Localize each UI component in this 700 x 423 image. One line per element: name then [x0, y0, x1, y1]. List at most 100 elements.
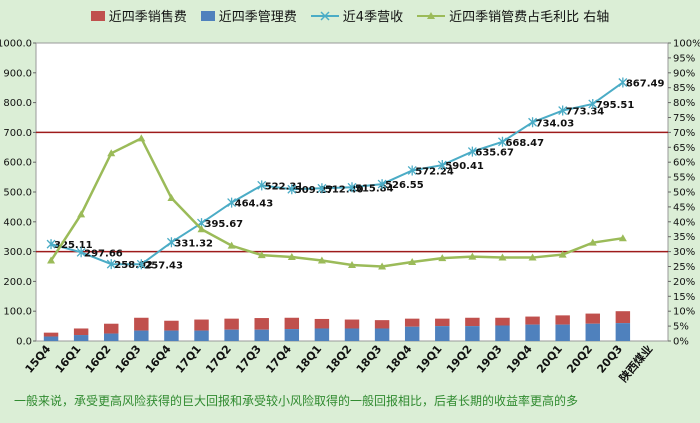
- y2-tick-label: 20%: [673, 277, 695, 288]
- revenue-point: [287, 184, 297, 195]
- y2-tick-label: 80%: [673, 98, 695, 109]
- ratio-point: [528, 253, 537, 261]
- ratio-point: [137, 134, 146, 142]
- bar-admin: [495, 325, 510, 341]
- bar-admin: [134, 330, 149, 341]
- bar-admin: [73, 335, 89, 341]
- y2-tick-label: 15%: [673, 292, 695, 303]
- revenue-point: [588, 98, 598, 109]
- revenue-point: [528, 117, 538, 128]
- y-tick-label: 200.0: [3, 277, 32, 288]
- y2-tick-label: 45%: [673, 202, 695, 213]
- bar-admin: [404, 326, 420, 341]
- ratio-point: [257, 251, 266, 259]
- bar-sales: [374, 320, 390, 329]
- x-tick-label: 19Q3: [474, 343, 505, 376]
- x-tick-label: 18Q3: [354, 343, 385, 376]
- bar-sales: [164, 320, 179, 331]
- bar-sales: [104, 323, 119, 334]
- y2-tick-label: 35%: [673, 232, 695, 243]
- bar-sales: [525, 316, 540, 325]
- y2-tick-label: 100%: [673, 39, 700, 50]
- revenue-data-label: 635.67: [475, 148, 514, 159]
- bar-admin: [374, 328, 390, 341]
- revenue-data-label: 867.49: [626, 78, 665, 89]
- ratio-point: [197, 225, 206, 233]
- bar-admin: [344, 328, 360, 341]
- y2-tick-label: 60%: [673, 158, 695, 169]
- revenue-data-label: 795.51: [596, 100, 635, 111]
- legend-label-sales: 近四季销售费: [108, 10, 187, 25]
- bar-admin: [314, 328, 330, 341]
- ratio-point: [408, 258, 417, 266]
- ratio-point: [287, 252, 296, 260]
- bar-admin: [585, 323, 600, 341]
- bar-admin: [254, 329, 269, 341]
- bar-sales: [344, 319, 360, 329]
- y2-tick-label: 65%: [673, 143, 695, 154]
- y2-tick-label: 95%: [673, 53, 695, 64]
- ratio-point: [438, 254, 447, 262]
- legend-item-expense-ratio: 近四季销管费占毛利比 右轴: [417, 6, 609, 25]
- revenue-point: [257, 180, 267, 191]
- revenue-point: [227, 197, 237, 208]
- revenue-data-label: 464.43: [235, 199, 274, 210]
- ratio-point: [468, 252, 477, 260]
- x-tick-label: 18Q4: [384, 342, 415, 375]
- bar-sales: [254, 318, 269, 330]
- bar-sales: [73, 328, 89, 336]
- bar-sales: [224, 318, 239, 330]
- y2-tick-label: 90%: [673, 68, 695, 79]
- ratio-point: [348, 261, 356, 269]
- ratio-point: [558, 250, 567, 258]
- y-tick-label: 400.0: [3, 217, 32, 228]
- revenue-point: [106, 259, 116, 270]
- x-tick-label: 17Q3: [233, 343, 264, 376]
- revenue-point: [76, 247, 86, 258]
- x-tick-label: 16Q2: [83, 343, 114, 376]
- revenue-point: [166, 237, 176, 248]
- legend-label-admin: 近四季管理费: [218, 10, 297, 25]
- x-tick-label: 19Q4: [504, 342, 535, 375]
- revenue-point: [46, 239, 56, 250]
- ratio-point: [498, 253, 507, 261]
- x-tick-label: 17Q4: [263, 342, 294, 375]
- x-tick-label: 18Q1: [293, 343, 324, 376]
- x-tick-label: 陕西煤业: [616, 342, 655, 385]
- bar-sales: [43, 332, 59, 337]
- revenue-data-label: 325.11: [54, 240, 93, 251]
- ratio-point: [317, 256, 326, 264]
- y-tick-label: 900.0: [3, 68, 32, 79]
- revenue-point: [467, 146, 477, 157]
- x-tick-label: 19Q2: [444, 343, 475, 376]
- bar-sales: [495, 317, 510, 326]
- bar-admin: [284, 329, 300, 341]
- bar-sales: [194, 319, 209, 331]
- y-tick-label: 600.0: [3, 158, 32, 169]
- revenue-data-label: 509.27: [295, 185, 334, 196]
- legend-swatch-revenue: [310, 10, 339, 21]
- bar-admin: [465, 326, 480, 341]
- revenue-data-label: 526.55: [385, 180, 424, 191]
- ratio-point: [227, 241, 236, 249]
- revenue-point: [136, 259, 146, 270]
- bar-admin: [435, 326, 450, 341]
- bar-admin: [224, 329, 239, 341]
- y2-tick-label: 40%: [673, 217, 695, 228]
- bar-admin: [164, 330, 179, 341]
- footnote: 一般来说，承受更高风险获得的巨大回报和承受较小风险取得的一般回报相比，后者长期的…: [14, 394, 579, 408]
- legend: 近四季销售费 近四季管理费 近4季营收 近四季销管费占毛利比 右轴: [0, 6, 700, 25]
- revenue-point: [347, 182, 357, 193]
- revenue-data-label: 297.66: [84, 248, 123, 259]
- x-tick-label: 20Q2: [564, 343, 595, 376]
- y-tick-label: 500.0: [3, 188, 32, 199]
- ratio-point: [77, 210, 86, 218]
- revenue-line: [50, 81, 624, 266]
- y-tick-label: 800.0: [3, 98, 32, 109]
- y2-tick-label: 55%: [673, 173, 695, 184]
- x-tick-label: 16Q4: [143, 342, 174, 375]
- y-tick-label: 1000.0: [0, 39, 32, 50]
- revenue-data-label: 331.32: [174, 238, 213, 249]
- x-tick-label: 17Q1: [173, 343, 204, 376]
